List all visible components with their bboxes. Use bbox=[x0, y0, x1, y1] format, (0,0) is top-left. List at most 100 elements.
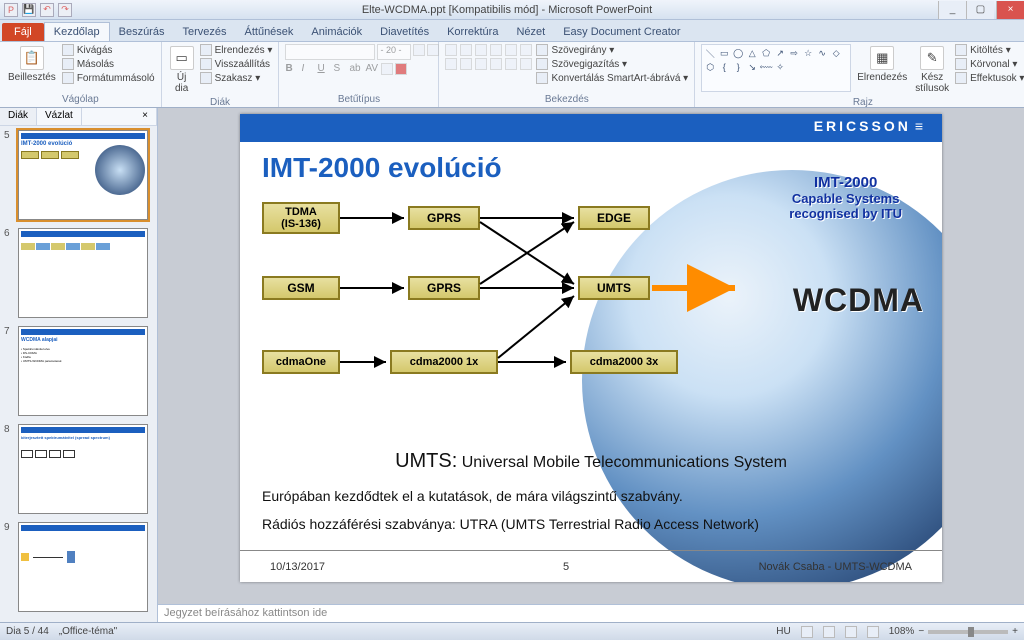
tab-slides[interactable]: Diák bbox=[0, 108, 37, 125]
window-buttons: _ ▢ × bbox=[938, 1, 1024, 19]
ribbon-tabs: Fájl Kezdőlap Beszúrás Tervezés Áttűnése… bbox=[0, 20, 1024, 42]
section-button[interactable]: Szakasz ▾ bbox=[200, 72, 273, 84]
shape-outline-button[interactable]: Körvonal ▾ bbox=[955, 58, 1024, 70]
paste-icon: 📋 bbox=[20, 46, 44, 70]
tab-slideshow[interactable]: Diavetítés bbox=[371, 23, 438, 41]
box-gprs1: GPRS bbox=[408, 206, 480, 230]
thumb-number: 6 bbox=[4, 228, 14, 318]
tab-outline[interactable]: Vázlat bbox=[37, 108, 82, 125]
shape-effects-button[interactable]: Effektusok ▾ bbox=[955, 72, 1024, 84]
smartart-button[interactable]: Konvertálás SmartArt-ábrává ▾ bbox=[536, 72, 688, 84]
zoom-control[interactable]: 108% −+ bbox=[889, 626, 1018, 637]
tab-easydoc[interactable]: Easy Document Creator bbox=[554, 23, 689, 41]
copy-button[interactable]: Másolás bbox=[62, 58, 155, 70]
thumb-number: 9 bbox=[4, 522, 14, 612]
ribbon: 📋Beillesztés Kivágás Másolás Formátummás… bbox=[0, 42, 1024, 108]
group-drawing: ＼▭◯△⬠↗⇨☆ ∿◇⬡{}↘⬳✧ ▦Elrendezés ✎Kész stíl… bbox=[695, 42, 1024, 107]
footer-author: Novák Csaba - UMTS-WCDMA bbox=[662, 561, 912, 573]
titlebar: P 💾 ↶ ↷ Elte-WCDMA.ppt [Kompatibilis mód… bbox=[0, 0, 1024, 20]
view-reading-icon[interactable] bbox=[845, 626, 857, 638]
slide-canvas[interactable]: ERICSSON≡ IMT-2000 evolúció IMT-2000 Cap… bbox=[240, 114, 942, 582]
box-cdmaone: cdmaOne bbox=[262, 350, 340, 374]
format-painter-button[interactable]: Formátummásoló bbox=[62, 72, 155, 84]
thumb-9[interactable]: 9 bbox=[4, 522, 153, 612]
thumb-6[interactable]: 6 bbox=[4, 228, 153, 318]
box-tdma: TDMA (IS-136) bbox=[262, 202, 340, 234]
zoom-value: 108% bbox=[889, 626, 915, 637]
thumb-5[interactable]: 5IMT-2000 evolúció bbox=[4, 130, 153, 220]
paste-button[interactable]: 📋Beillesztés bbox=[6, 44, 58, 85]
newslide-icon: ▭ bbox=[170, 46, 194, 70]
tab-design[interactable]: Tervezés bbox=[173, 23, 235, 41]
tab-transitions[interactable]: Áttűnések bbox=[236, 23, 303, 41]
thumb-number: 7 bbox=[4, 326, 14, 416]
layout-button[interactable]: Elrendezés ▾ bbox=[200, 44, 273, 56]
shapes-gallery[interactable]: ＼▭◯△⬠↗⇨☆ ∿◇⬡{}↘⬳✧ bbox=[701, 44, 851, 92]
tab-home[interactable]: Kezdőlap bbox=[44, 22, 110, 41]
panel-close-button[interactable]: × bbox=[134, 108, 157, 125]
text-direction-button[interactable]: Szövegirány ▾ bbox=[536, 44, 688, 56]
group-slides: ▭Új dia Elrendezés ▾ Visszaállítás Szaka… bbox=[162, 42, 280, 107]
close-button[interactable]: × bbox=[996, 1, 1024, 19]
umts-definition: UMTS: Universal Mobile Telecommunication… bbox=[240, 450, 942, 473]
status-bar: Dia 5 / 44 „Office-téma" HU 108% −+ bbox=[0, 622, 1024, 640]
textdir-icon bbox=[536, 44, 548, 56]
box-cdma3x: cdma2000 3x bbox=[570, 350, 678, 374]
text-align-button[interactable]: Szövegigazítás ▾ bbox=[536, 58, 688, 70]
redo-icon[interactable]: ↷ bbox=[58, 3, 72, 17]
footer-page: 5 bbox=[470, 561, 662, 573]
thumb-number: 8 bbox=[4, 424, 14, 514]
view-normal-icon[interactable] bbox=[801, 626, 813, 638]
shape-fill-button[interactable]: Kitöltés ▾ bbox=[955, 44, 1024, 56]
reset-icon bbox=[200, 58, 212, 70]
reset-button[interactable]: Visszaállítás bbox=[200, 58, 273, 70]
styles-icon: ✎ bbox=[920, 46, 944, 70]
arrange-icon: ▦ bbox=[870, 46, 894, 70]
view-slideshow-icon[interactable] bbox=[867, 626, 879, 638]
cut-button[interactable]: Kivágás bbox=[62, 44, 155, 56]
notes-pane[interactable]: Jegyzet beírásához kattintson ide bbox=[158, 604, 1024, 622]
ericsson-logo: ERICSSON≡ bbox=[814, 118, 926, 134]
quick-access-toolbar: P 💾 ↶ ↷ bbox=[0, 3, 76, 17]
panel-tabs: Diák Vázlat × bbox=[0, 108, 157, 126]
group-label: Rajz bbox=[701, 96, 1024, 108]
box-edge: EDGE bbox=[578, 206, 650, 230]
group-clipboard: 📋Beillesztés Kivágás Másolás Formátummás… bbox=[0, 42, 162, 107]
thumb-7[interactable]: 7WCDMA alapjai• Spektrumátvitel elve• DS… bbox=[4, 326, 153, 416]
scissors-icon bbox=[62, 44, 74, 56]
status-lang[interactable]: HU bbox=[776, 626, 790, 637]
tab-insert[interactable]: Beszúrás bbox=[110, 23, 174, 41]
wcdma-text: WCDMA bbox=[793, 282, 924, 319]
save-icon[interactable]: 💾 bbox=[22, 3, 36, 17]
thumb-8[interactable]: 8kiterjesztett spektrumátvitel (spread s… bbox=[4, 424, 153, 514]
footer-date: 10/13/2017 bbox=[270, 561, 470, 573]
smartart-icon bbox=[536, 72, 548, 84]
tab-view[interactable]: Nézet bbox=[507, 23, 554, 41]
undo-icon[interactable]: ↶ bbox=[40, 3, 54, 17]
group-label: Betűtípus bbox=[285, 93, 432, 105]
copy-icon bbox=[62, 58, 74, 70]
box-gprs2: GPRS bbox=[408, 276, 480, 300]
textalign-icon bbox=[536, 58, 548, 70]
slide-footer: 10/13/2017 5 Novák Csaba - UMTS-WCDMA bbox=[240, 550, 942, 582]
effects-icon bbox=[955, 72, 967, 84]
quick-styles-button[interactable]: ✎Kész stílusok bbox=[913, 44, 951, 96]
tab-review[interactable]: Korrektúra bbox=[438, 23, 507, 41]
maximize-button[interactable]: ▢ bbox=[966, 1, 994, 19]
box-gsm: GSM bbox=[262, 276, 340, 300]
file-tab[interactable]: Fájl bbox=[2, 23, 44, 41]
tab-animations[interactable]: Animációk bbox=[302, 23, 371, 41]
layout-icon bbox=[200, 44, 212, 56]
slide-title: IMT-2000 evolúció bbox=[262, 152, 502, 184]
imt-caption: IMT-2000 Capable Systems recognised by I… bbox=[789, 174, 902, 221]
zoom-slider[interactable] bbox=[928, 630, 1008, 634]
group-font: - 20 - BIUSabAV Betűtípus bbox=[279, 42, 439, 107]
view-sorter-icon[interactable] bbox=[823, 626, 835, 638]
minimize-button[interactable]: _ bbox=[938, 1, 966, 19]
arrange-button[interactable]: ▦Elrendezés bbox=[855, 44, 909, 85]
window-title: Elte-WCDMA.ppt [Kompatibilis mód] - Micr… bbox=[76, 4, 938, 16]
new-slide-button[interactable]: ▭Új dia bbox=[168, 44, 196, 96]
slide-editor[interactable]: ERICSSON≡ IMT-2000 evolúció IMT-2000 Cap… bbox=[158, 108, 1024, 604]
thumbnails: 5IMT-2000 evolúció 6 7WCDMA alapjai• Spe… bbox=[0, 126, 157, 622]
box-cdma1x: cdma2000 1x bbox=[390, 350, 498, 374]
